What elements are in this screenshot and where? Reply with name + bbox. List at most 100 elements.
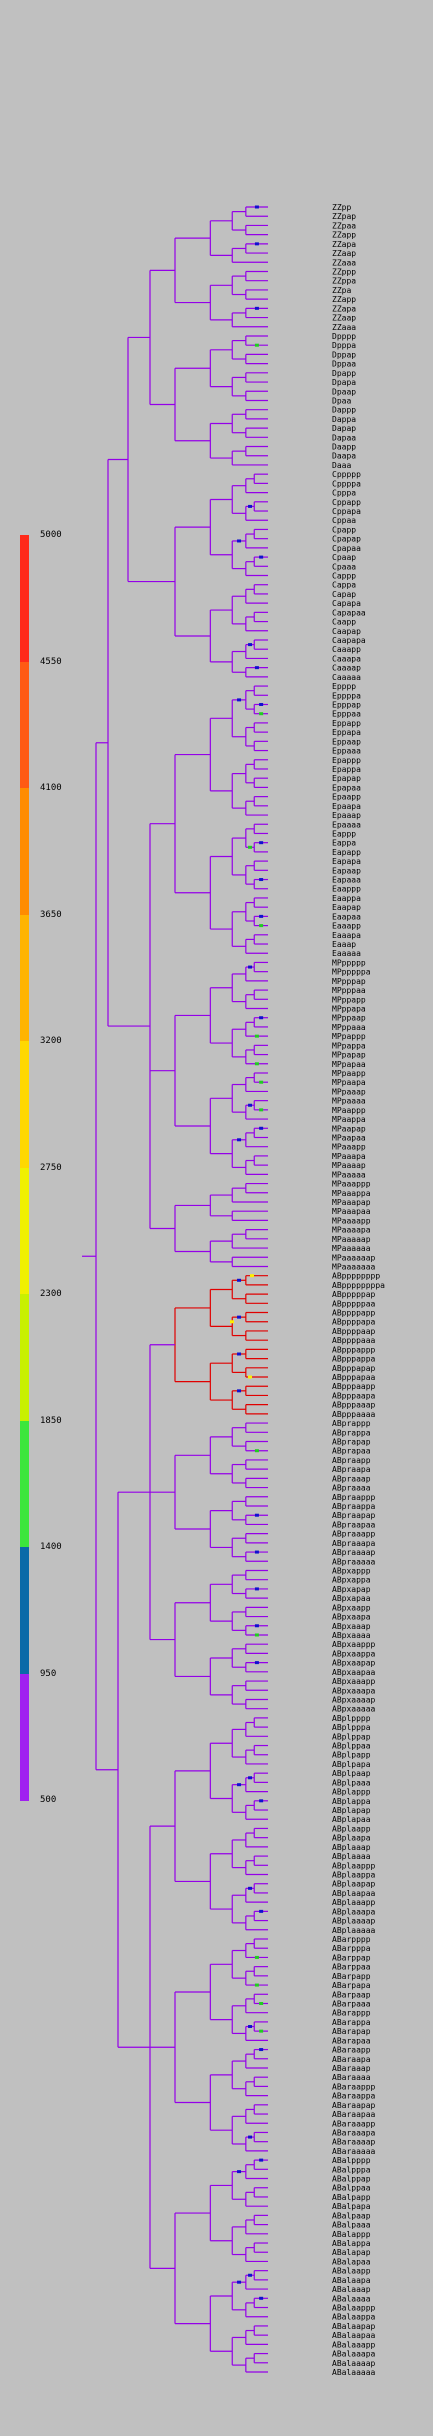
cell-label: ABplpapa bbox=[332, 1760, 371, 1769]
cell-label: ABpppappp bbox=[332, 1345, 376, 1354]
cell-label: ABalaaapa bbox=[332, 2350, 376, 2359]
cell-label: Daapp bbox=[332, 443, 356, 452]
cell-label: Eapapp bbox=[332, 848, 361, 857]
division-marker bbox=[254, 1624, 259, 1628]
division-marker bbox=[254, 343, 259, 347]
division-marker bbox=[259, 841, 264, 845]
cell-label: Epaaaa bbox=[332, 820, 361, 829]
cell-label: ABaraaaap bbox=[332, 2138, 376, 2147]
cell-label: ABpppappa bbox=[332, 1355, 376, 1364]
division-marker bbox=[248, 1776, 253, 1780]
cell-label: Dpaa bbox=[332, 396, 351, 405]
cell-label: Caapp bbox=[332, 618, 356, 627]
cell-label: ABpppaapa bbox=[332, 1391, 376, 1400]
cell-label: Eapaap bbox=[332, 866, 361, 875]
cell-label: ABalaapa bbox=[332, 2276, 371, 2285]
cell-label: Dappa bbox=[332, 415, 356, 424]
cell-label: MPaaappp bbox=[332, 1180, 371, 1189]
cell-label: Dapap bbox=[332, 424, 356, 433]
cell-label: ABplaaap bbox=[332, 1843, 371, 1852]
legend-band bbox=[20, 1041, 29, 1168]
cell-label: MPaaaapp bbox=[332, 1216, 371, 1225]
division-marker bbox=[248, 504, 253, 508]
cell-label: ABpraapp bbox=[332, 1456, 371, 1465]
legend-tick-label: 950 bbox=[40, 1668, 57, 1679]
cell-label: ABaraappa bbox=[332, 2092, 376, 2101]
cell-label: ABplaaapp bbox=[332, 1898, 376, 1907]
division-marker bbox=[254, 1034, 259, 1038]
legend-band bbox=[20, 535, 29, 662]
division-marker bbox=[250, 1274, 254, 1278]
cell-label: ABpxapap bbox=[332, 1585, 371, 1594]
cell-label: Eppaap bbox=[332, 737, 361, 746]
cell-label: ZZppa bbox=[332, 277, 356, 286]
cell-label: ABplppaa bbox=[332, 1742, 371, 1751]
cell-label: ABplppap bbox=[332, 1732, 371, 1741]
cell-label: Eaappp bbox=[332, 885, 361, 894]
cell-label: MPaaapp bbox=[332, 1143, 366, 1152]
cell-label: Epapap bbox=[332, 774, 361, 783]
division-marker bbox=[248, 965, 253, 969]
cell-label: ABppppapp bbox=[332, 1309, 376, 1318]
cell-label: Daapa bbox=[332, 452, 356, 461]
division-marker bbox=[254, 1661, 259, 1665]
cell-label: ABpraaap bbox=[332, 1474, 371, 1483]
cell-label: ABarpapa bbox=[332, 1981, 371, 1990]
cell-label: MPaapap bbox=[332, 1124, 366, 1133]
cell-label: Cppaa bbox=[332, 516, 356, 525]
division-marker bbox=[254, 1633, 259, 1637]
cell-label: ABplpaap bbox=[332, 1769, 371, 1778]
cell-label: MPpaapp bbox=[332, 1069, 366, 1078]
cell-label: ABpxaaaaa bbox=[332, 1705, 376, 1714]
cell-label: Epaapa bbox=[332, 802, 361, 811]
cell-label: ABplpppp bbox=[332, 1714, 371, 1723]
legend-tick-label: 500 bbox=[40, 1795, 57, 1805]
cell-label: ZZaaa bbox=[332, 258, 356, 267]
cell-label: Daaa bbox=[332, 461, 351, 470]
cell-label: ABpraapaa bbox=[332, 1520, 376, 1529]
division-marker bbox=[237, 1315, 242, 1319]
cell-label: ZZapp bbox=[332, 231, 356, 240]
legend-tick-label: 4100 bbox=[40, 783, 62, 793]
cell-label: ABppppaaa bbox=[332, 1336, 376, 1345]
cell-label: ABalaappp bbox=[332, 2304, 376, 2313]
cell-label: ABplaappa bbox=[332, 1871, 376, 1880]
cell-label: ABalaaapp bbox=[332, 2340, 376, 2349]
cell-label: ABpppppaa bbox=[332, 1299, 376, 1308]
division-marker bbox=[259, 2001, 264, 2005]
legend-band bbox=[20, 1420, 29, 1548]
cell-label: ABaraaaaa bbox=[332, 2147, 376, 2156]
cell-label: ABpraapa bbox=[332, 1465, 371, 1474]
legend-band bbox=[20, 914, 29, 1042]
cell-label: Epaaap bbox=[332, 811, 361, 820]
cell-label: Cpppa bbox=[332, 489, 356, 498]
division-marker bbox=[259, 2296, 264, 2300]
division-marker bbox=[259, 878, 264, 882]
cell-label: MPppaap bbox=[332, 1014, 366, 1023]
cell-label: ABplaaaaa bbox=[332, 1926, 376, 1935]
cell-label: MPaaapap bbox=[332, 1198, 371, 1207]
cell-label: MPaappa bbox=[332, 1115, 366, 1124]
cell-label: ABpxaaapp bbox=[332, 1677, 376, 1686]
cell-label: Epppap bbox=[332, 700, 361, 709]
cell-label: ZZpp bbox=[332, 203, 351, 212]
cell-label: Dppap bbox=[332, 350, 356, 359]
cell-label: ZZaap bbox=[332, 249, 356, 258]
division-marker bbox=[254, 306, 259, 310]
cell-label: Eppaaa bbox=[332, 747, 361, 756]
division-marker bbox=[248, 845, 253, 849]
cell-label: ABarappa bbox=[332, 2018, 371, 2027]
cell-label: ABalaaaa bbox=[332, 2294, 371, 2303]
cell-label: ABplaaaa bbox=[332, 1852, 371, 1861]
division-marker bbox=[237, 2280, 242, 2284]
division-marker bbox=[248, 1886, 253, 1890]
cell-label: MPaaaaa bbox=[332, 1170, 366, 1179]
cell-label: ZZppp bbox=[332, 267, 356, 276]
cell-label: Capapa bbox=[332, 599, 361, 608]
division-marker bbox=[237, 1389, 242, 1393]
division-marker bbox=[254, 242, 259, 246]
cell-label: ABplapaa bbox=[332, 1815, 371, 1824]
cell-label: ABpxaapp bbox=[332, 1603, 371, 1612]
cell-label: Caaaaa bbox=[332, 673, 361, 682]
cell-label: ABplaapap bbox=[332, 1880, 376, 1889]
